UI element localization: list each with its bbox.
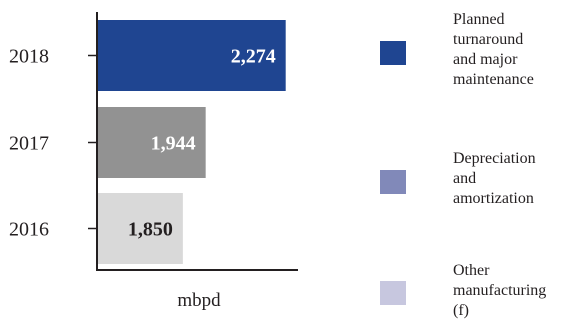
- bar-value-label-2016: 1,850: [128, 219, 173, 241]
- bar-value-label-2018: 2,274: [231, 46, 276, 68]
- y-ticks-group: 2018 2017 2016: [9, 46, 97, 241]
- legend-swatch-2: [380, 170, 406, 194]
- legend-label-line: amortization: [453, 189, 536, 209]
- x-axis-label: mbpd: [177, 290, 221, 311]
- legend-label-line: Other: [453, 261, 546, 281]
- legend-label-line: turnaround: [453, 30, 534, 50]
- legend-label-line: and major: [453, 50, 534, 70]
- y-tick-label-2016: 2016: [9, 219, 49, 241]
- legend-swatch-1: [380, 41, 406, 65]
- bar-value-label-2017: 1,944: [151, 133, 196, 155]
- legend-label-line: (f): [453, 301, 546, 321]
- y-tick-label-2018: 2018: [9, 46, 49, 68]
- legend-label-line: manufacturing: [453, 281, 546, 301]
- legend-label-line: Depreciation: [453, 149, 536, 169]
- legend-label-2: Depreciation and amortization: [453, 149, 536, 209]
- legend-label-line: maintenance: [453, 70, 534, 90]
- legend-swatch-3: [380, 281, 406, 305]
- legend-label-line: and: [453, 169, 536, 189]
- legend-label-1: Planned turnaround and major maintenance: [453, 10, 534, 90]
- legend-label-line: Planned: [453, 10, 534, 30]
- bars-group: 2,274 1,944 1,850: [98, 20, 286, 264]
- legend-label-3: Other manufacturing (f): [453, 261, 546, 321]
- y-tick-label-2017: 2017: [9, 133, 49, 155]
